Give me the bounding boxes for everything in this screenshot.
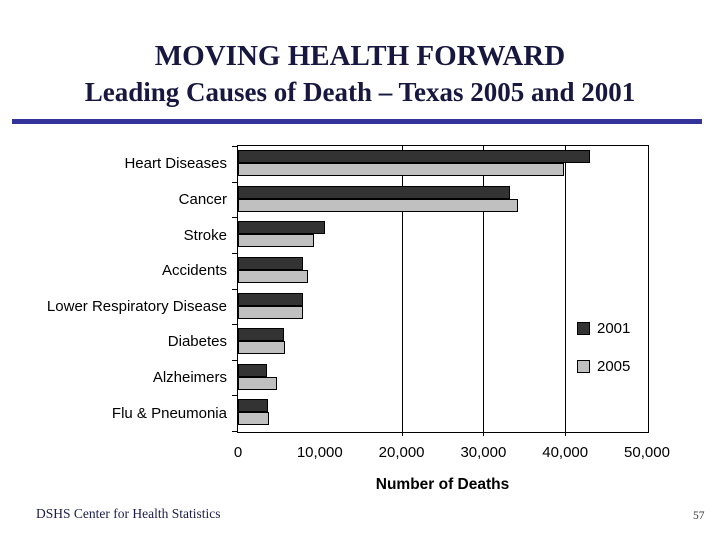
legend-swatch-2001: [577, 322, 590, 335]
bar-2005: [238, 234, 315, 248]
bar-2001: [238, 328, 284, 342]
gridline: [483, 146, 485, 431]
category-label: Cancer: [178, 190, 227, 208]
bar-2005: [238, 341, 286, 355]
legend-entry-2005: 2005: [577, 358, 630, 375]
legend-label: 2001: [597, 320, 631, 337]
bar-2005: [238, 163, 565, 176]
category-label: Alzheimers: [152, 369, 227, 387]
slide-title: MOVING HEALTH FORWARD: [154, 40, 566, 72]
category-label: Diabetes: [167, 333, 227, 351]
category-label: Lower Respiratory Disease: [46, 297, 227, 315]
bar-2001: [238, 185, 511, 199]
category-label: Stroke: [183, 226, 227, 244]
x-tick-label: 30,000: [460, 444, 507, 461]
x-axis-tick: [565, 431, 567, 436]
y-axis-tick: [232, 431, 237, 432]
y-axis-tick: [232, 146, 237, 147]
gridline: [401, 146, 403, 431]
y-axis-tick: [232, 324, 237, 326]
bar-2001: [238, 150, 590, 163]
bar-2001: [238, 292, 303, 306]
x-tick-label: 40,000: [542, 444, 589, 461]
x-tick-label: 50,000: [624, 444, 670, 461]
category-label: Flu & Pneumonia: [111, 404, 227, 422]
bar-2001: [238, 363, 267, 377]
bar-2005: [238, 269, 309, 283]
category-label: Heart Diseases: [124, 155, 227, 173]
x-tick-label: 0: [233, 444, 243, 461]
y-axis-tick: [232, 252, 237, 254]
bar-2005: [238, 305, 304, 319]
legend-swatch-2005: [577, 360, 590, 373]
legend-label: 2005: [597, 358, 631, 375]
x-tick-label: 10,000: [296, 444, 343, 461]
y-axis-tick: [232, 359, 237, 361]
x-tick-label: 20,000: [378, 444, 425, 461]
slide-subtitle: Leading Causes of Death – Texas 2005 and…: [84, 77, 636, 107]
bar-2005: [238, 412, 270, 426]
bar-2005: [238, 376, 278, 390]
bar-2001: [238, 256, 303, 270]
x-axis-title: Number of Deaths: [375, 476, 510, 493]
footer-text: DSHS Center for Health Statistics: [36, 506, 221, 521]
gridline: [565, 146, 567, 431]
slide-header: MOVING HEALTH FORWARD Leading Causes of …: [0, 38, 720, 110]
bar-2001: [238, 399, 269, 413]
category-label: Accidents: [161, 262, 227, 280]
bar-2005: [238, 198, 518, 212]
y-axis-tick: [232, 288, 237, 290]
y-axis-tick: [232, 395, 237, 397]
page-number: 57: [693, 510, 705, 522]
y-axis-tick: [232, 181, 237, 183]
bar-2001: [238, 221, 325, 235]
y-axis-tick: [232, 217, 237, 219]
legend-entry-2001: 2001: [577, 320, 630, 337]
x-axis-tick: [483, 431, 485, 436]
x-axis-tick: [401, 431, 403, 436]
title-divider: [12, 119, 702, 124]
